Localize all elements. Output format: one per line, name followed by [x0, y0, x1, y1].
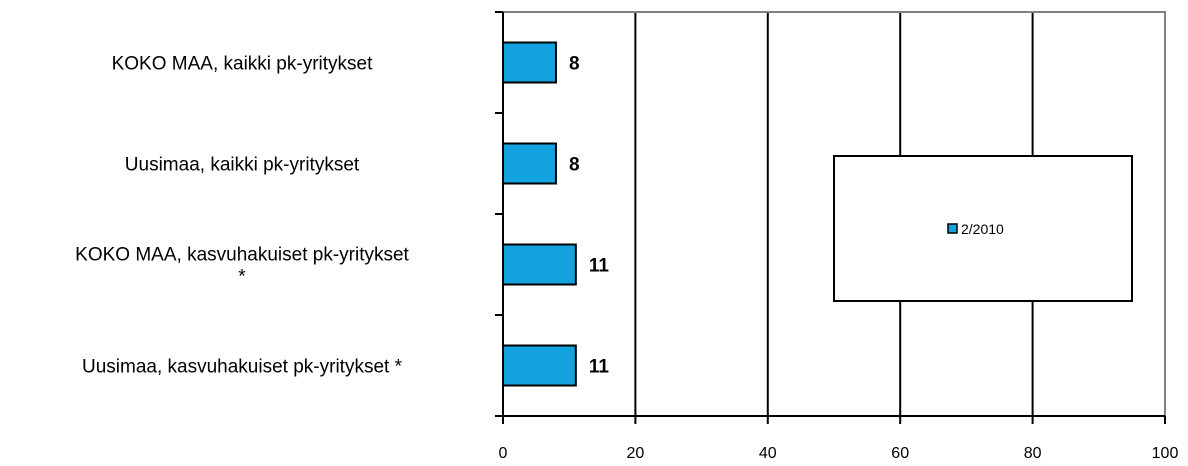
x-tick-label: 0 — [499, 445, 508, 462]
category-label: Uusimaa, kasvuhakuiset pk-yritykset * — [82, 357, 403, 378]
category-label: KOKO MAA, kasvuhakuiset pk-yritykset — [75, 245, 409, 266]
x-tick-label: 40 — [759, 445, 777, 462]
data-labels: 8 8 11 11 — [569, 54, 609, 378]
x-tick-label: 100 — [1152, 445, 1179, 462]
x-tick-labels: 0 20 40 60 80 100 — [499, 445, 1179, 462]
bar — [502, 41, 557, 84]
data-label: 8 — [569, 54, 580, 75]
x-tick-label: 60 — [891, 445, 909, 462]
x-tick-label: 20 — [627, 445, 645, 462]
legend-swatch — [947, 223, 958, 234]
bar — [502, 344, 577, 387]
data-label: 11 — [589, 256, 610, 277]
x-tick-label: 80 — [1024, 445, 1042, 462]
axes — [495, 11, 1166, 424]
bar — [502, 243, 577, 286]
legend-box — [833, 155, 1133, 302]
data-label: 11 — [589, 357, 610, 378]
category-labels: KOKO MAA, kaikki pk-yritykset Uusimaa, ka… — [75, 54, 409, 378]
bar — [502, 142, 557, 185]
legend: 2/2010 — [833, 155, 1133, 302]
data-label: 8 — [569, 155, 580, 176]
bar-series — [502, 41, 577, 387]
category-label: KOKO MAA, kaikki pk-yritykset — [112, 54, 373, 75]
category-label: * — [238, 267, 246, 288]
legend-label: 2/2010 — [961, 221, 1004, 237]
category-label: Uusimaa, kaikki pk-yritykset — [125, 155, 360, 176]
